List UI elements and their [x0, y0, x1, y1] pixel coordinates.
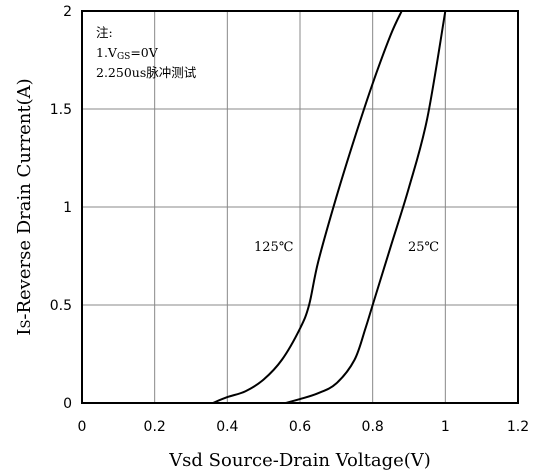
curve-label-125c: 125℃	[254, 240, 293, 255]
series-line-0	[212, 10, 403, 404]
x-tick-label: 1.2	[507, 419, 529, 435]
x-tick-label: 1	[441, 419, 450, 435]
note-title: 注:	[96, 25, 113, 40]
x-tick-label: 0.8	[362, 419, 384, 435]
y-tick-label: 0	[63, 396, 72, 412]
y-tick-label: 1	[63, 200, 72, 216]
y-axis-label: IS-Reverse Drain Current(A)	[14, 78, 35, 335]
y-tick-label: 2	[63, 4, 72, 20]
plot-frame	[81, 10, 519, 404]
curve-label-25c: 25℃	[408, 240, 439, 255]
notes-box: 注: 1.VGS=0V 2.250us脉冲测试	[96, 25, 197, 80]
x-tick-label: 0	[78, 419, 87, 435]
x-tick-label: 0.6	[289, 419, 311, 435]
x-axis-label: Vsd Source-Drain Voltage(V)	[168, 450, 431, 471]
y-tick-label: 1.5	[50, 102, 72, 118]
grid-lines	[82, 11, 518, 403]
x-tick-labels: 0 0.2 0.4 0.6 0.8 1 1.2	[78, 419, 530, 435]
series-line-1	[285, 10, 447, 404]
y-tick-label: 0.5	[50, 298, 72, 314]
curves	[212, 10, 447, 404]
x-tick-label: 0.2	[144, 419, 166, 435]
y-tick-labels: 0 0.5 1 1.5 2	[50, 4, 72, 412]
x-tick-label: 0.4	[216, 419, 238, 435]
note-line1: 1.VGS=0V	[96, 45, 159, 62]
note-line2: 2.250us脉冲测试	[96, 65, 197, 80]
